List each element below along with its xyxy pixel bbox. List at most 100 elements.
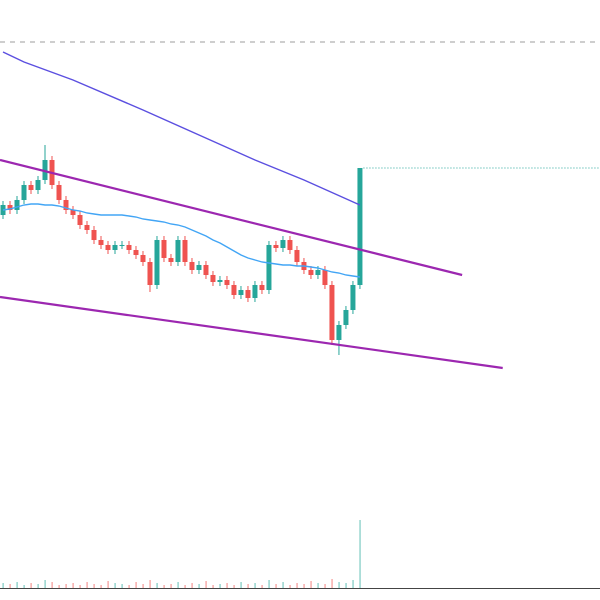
volume-bar — [51, 582, 53, 588]
candle-body — [154, 240, 160, 285]
candle-body — [245, 290, 251, 298]
volume-bar — [9, 584, 11, 588]
volume-bar — [310, 581, 312, 588]
volume-bar — [37, 584, 39, 588]
volume-bar — [163, 585, 165, 588]
candle-body — [294, 250, 300, 262]
volume-bar — [303, 584, 305, 588]
candle-body — [70, 210, 76, 215]
candle-body — [35, 180, 41, 190]
candle-body — [126, 245, 132, 250]
volume-bar — [261, 585, 263, 588]
candle-body — [98, 240, 104, 245]
candle-body — [280, 240, 286, 248]
volume-bar — [86, 582, 88, 588]
candle-body — [329, 285, 335, 340]
candle-body — [63, 200, 69, 210]
volume-bar — [352, 580, 354, 588]
volume-bar — [268, 580, 270, 588]
candle-body — [105, 245, 111, 250]
candle-body — [28, 185, 34, 190]
volume-bar — [114, 583, 116, 588]
volume-bar — [317, 583, 319, 588]
candle-body — [140, 255, 146, 262]
candle-body — [168, 258, 174, 262]
volume-bar — [156, 583, 158, 588]
candle-body — [336, 325, 342, 340]
candle-body — [350, 285, 356, 310]
volume-bar — [240, 582, 242, 588]
candle-body — [273, 245, 279, 248]
candle-body — [77, 215, 83, 225]
volume-bar — [345, 583, 347, 588]
volume-bar — [30, 583, 32, 588]
candle-body — [119, 245, 125, 246]
volume-bar — [142, 584, 144, 588]
candle-body — [287, 240, 293, 250]
volume-bar — [205, 581, 207, 588]
volume-bar — [226, 583, 228, 588]
candle-body — [56, 185, 62, 200]
volume-bar — [16, 582, 18, 588]
moving-average — [2, 51, 361, 206]
candle-body — [7, 205, 13, 210]
volume-bar — [338, 582, 340, 588]
candle-body — [189, 262, 195, 270]
volume-bar — [359, 520, 361, 588]
candle-body — [343, 310, 349, 325]
candle-body — [252, 285, 258, 298]
volume-bar — [93, 584, 95, 588]
candle-body — [308, 270, 314, 275]
volume-bar — [247, 584, 249, 588]
candle-body — [196, 265, 202, 270]
candle-body — [182, 240, 188, 262]
volume-bar — [128, 585, 130, 588]
volume-bar — [135, 582, 137, 588]
candle-body — [175, 240, 181, 262]
candle-body — [84, 225, 90, 230]
volume-bar — [198, 584, 200, 588]
volume-bar — [233, 585, 235, 588]
candle-body — [161, 240, 167, 258]
candle-body — [224, 280, 230, 285]
volume-bar — [219, 584, 221, 588]
candle-body — [91, 230, 97, 240]
trendline — [0, 158, 463, 277]
volume-bar — [184, 585, 186, 588]
candle-body — [266, 245, 272, 290]
candle-body — [322, 270, 328, 285]
candle-body — [210, 275, 216, 282]
candle-body — [21, 185, 27, 200]
volume-bar — [282, 582, 284, 588]
volume-bar — [275, 584, 277, 588]
volume-bar — [289, 585, 291, 588]
candle-body — [217, 280, 223, 282]
candle-body — [259, 285, 265, 290]
candle-body — [112, 245, 118, 250]
volume-bar — [44, 580, 46, 588]
volume-bar — [72, 583, 74, 588]
volume-bar — [23, 585, 25, 588]
candle-body — [203, 265, 209, 275]
volume-bar — [170, 584, 172, 588]
volume-bar — [191, 583, 193, 588]
candle-body — [14, 200, 20, 210]
volume-bar — [2, 583, 4, 588]
candle-body — [147, 262, 153, 285]
candle-body — [133, 250, 139, 255]
volume-bar — [107, 581, 109, 588]
candle-body — [357, 168, 363, 285]
trendline — [0, 295, 503, 370]
volume-bar — [58, 585, 60, 588]
moving-average — [2, 203, 360, 278]
volume-bar — [149, 580, 151, 588]
volume-bar — [254, 583, 256, 588]
candle-body — [238, 290, 244, 295]
volume-bar — [100, 585, 102, 588]
volume-bar — [65, 584, 67, 588]
candle-body — [42, 160, 48, 180]
candle-body — [315, 270, 321, 275]
volume-bar — [177, 582, 179, 588]
volume-bar — [324, 584, 326, 588]
